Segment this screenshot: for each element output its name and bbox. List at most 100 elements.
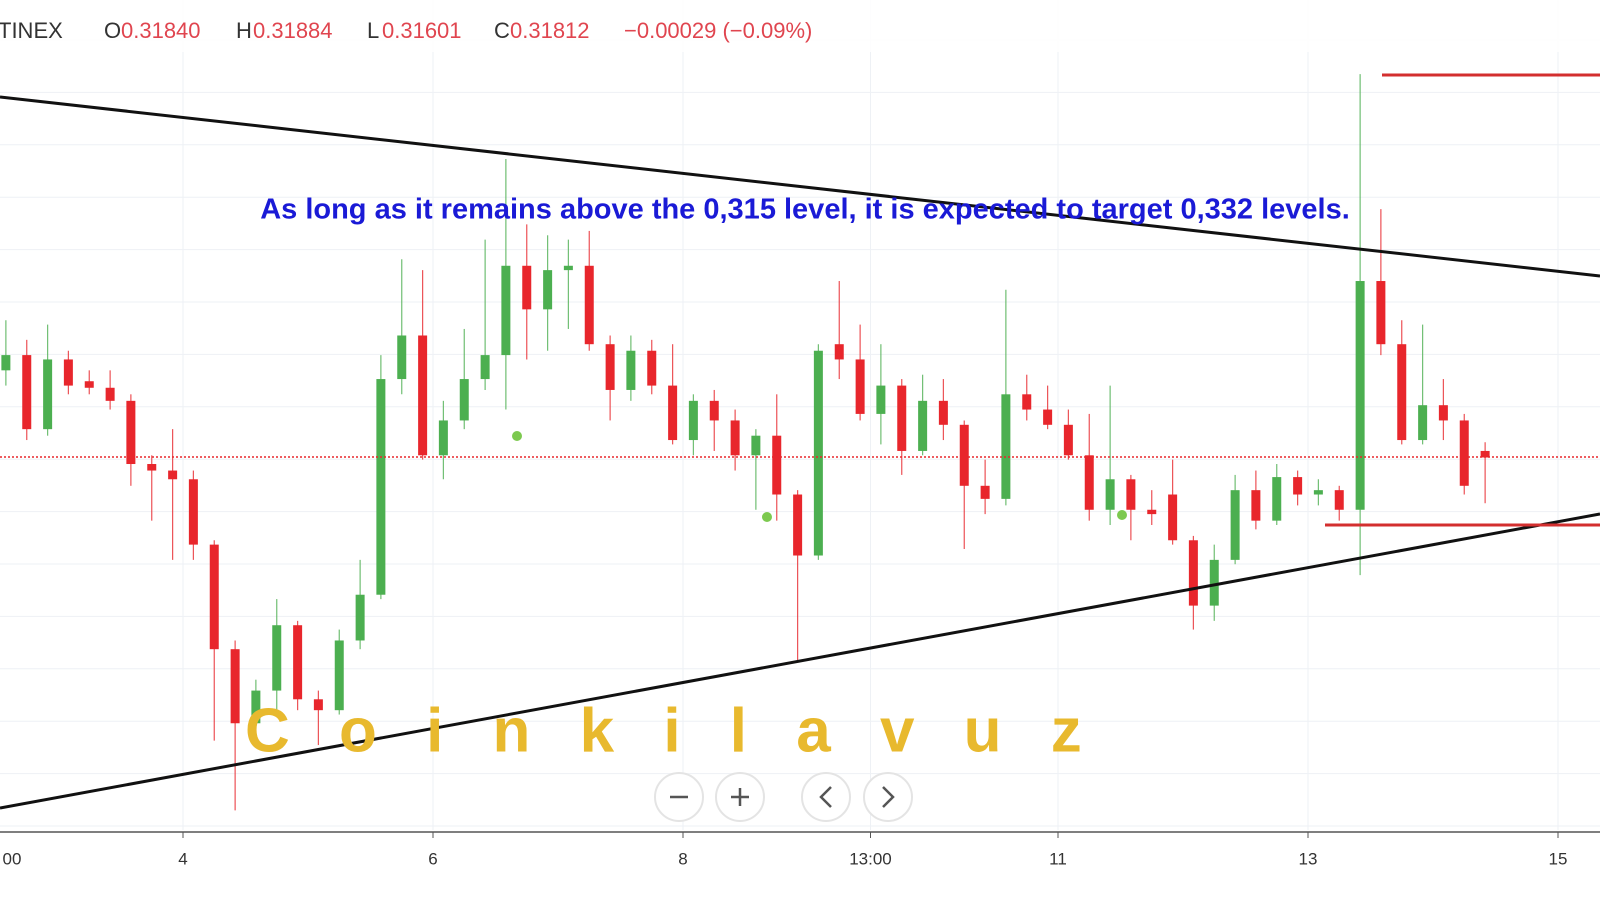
candle-body (1397, 344, 1407, 441)
field-label: L (367, 18, 379, 43)
candle-body (84, 381, 94, 388)
candle-body (1147, 509, 1157, 515)
signal-dot (512, 431, 522, 441)
candle-body (1084, 455, 1094, 510)
candle-body (1293, 477, 1303, 495)
candle-body (938, 400, 948, 425)
candle-body (897, 385, 907, 451)
candle-body (22, 355, 32, 430)
field-value: 0.31884 (253, 18, 333, 43)
candle-body (563, 265, 573, 271)
x-tick-label: 13:00 (849, 849, 892, 868)
candle-body (438, 420, 448, 456)
candle-body (543, 270, 553, 310)
candle-body (334, 640, 344, 711)
field-label: O (104, 18, 121, 43)
candle-body (584, 265, 594, 345)
candle-body (1063, 424, 1073, 456)
candle-body (168, 470, 178, 480)
candle-body (1459, 420, 1469, 486)
zoom-out-button[interactable] (654, 772, 704, 822)
candle-body (1, 355, 11, 371)
candle-body (626, 350, 636, 390)
candle-body (126, 400, 136, 465)
candle-body (230, 649, 240, 724)
candle-body (209, 544, 219, 650)
candle-body (1438, 405, 1448, 421)
candle-body (1334, 490, 1344, 510)
candle-body (793, 494, 803, 556)
field-label: H (236, 18, 252, 43)
x-tick-label: 00 (3, 849, 22, 868)
x-tick-label: 8 (678, 849, 687, 868)
candle-body (1043, 409, 1053, 425)
x-tick-label: 6 (428, 849, 437, 868)
x-tick-label: 4 (178, 849, 187, 868)
header-bg (0, 0, 1600, 52)
zoom-in-button[interactable] (715, 772, 765, 822)
grid (0, 0, 1600, 830)
candle-body (1418, 405, 1428, 441)
field-label: C (494, 18, 510, 43)
candle-body (1251, 490, 1261, 521)
x-tick-label: 13 (1299, 849, 1318, 868)
candle-body (105, 387, 115, 401)
candle-body (293, 625, 303, 700)
candle-body (1188, 540, 1198, 606)
candle-body (1230, 490, 1240, 560)
candle-body (397, 335, 407, 380)
candle-body (1272, 477, 1282, 521)
exchange: TINEX (0, 18, 63, 43)
field-value: 0.31601 (382, 18, 462, 43)
candle-body (855, 359, 865, 414)
scroll-right-button[interactable] (863, 772, 913, 822)
candle-body (147, 464, 157, 471)
candle-body (834, 344, 844, 360)
candle-body (1376, 281, 1386, 345)
candle-body (980, 485, 990, 499)
candle-body (876, 385, 886, 414)
x-axis-ticks: 00 4 6 8 13:00 11 13 15 (3, 832, 1567, 868)
candle-body (1209, 559, 1219, 606)
candle-body (1168, 494, 1178, 541)
plot-area (0, 74, 1600, 811)
trend-line-upper (0, 95, 1600, 278)
candle-body (355, 594, 365, 641)
annotation: As long as it remains above the 0,315 le… (260, 194, 1350, 226)
candle-body (459, 379, 469, 421)
change: −0.00029 (−0.09%) (624, 18, 812, 43)
candle-body (480, 355, 490, 380)
scroll-left-button[interactable] (801, 772, 851, 822)
candle-body (63, 359, 73, 386)
candle-body (688, 400, 698, 441)
candle-body (1126, 479, 1136, 510)
candle-body (188, 479, 198, 545)
candle-body (730, 420, 740, 456)
candle-body (605, 344, 615, 390)
candle-body (959, 424, 969, 486)
candle-body (647, 350, 657, 386)
candle-body (1001, 394, 1011, 499)
watermark: C o i n k i l a v u z (245, 696, 1098, 765)
signal-dot (762, 512, 772, 522)
candle-body (313, 699, 323, 711)
field-value: 0.31840 (121, 18, 201, 43)
x-tick-label: 11 (1049, 849, 1067, 868)
candle-body (772, 435, 782, 495)
candle-body (813, 350, 823, 556)
candle-body (918, 400, 928, 451)
candle-body (1480, 450, 1490, 458)
candle-body (376, 379, 386, 595)
candle-body (751, 435, 761, 456)
candle-body (272, 625, 282, 691)
candle-body (501, 265, 511, 356)
field-value: 0.31812 (510, 18, 590, 43)
trend-line-lower (0, 512, 1600, 810)
candle-body (1313, 490, 1323, 495)
candle-body (43, 359, 53, 430)
candle-body (418, 335, 428, 456)
candle-body (668, 385, 678, 441)
signal-dot (1117, 510, 1127, 520)
